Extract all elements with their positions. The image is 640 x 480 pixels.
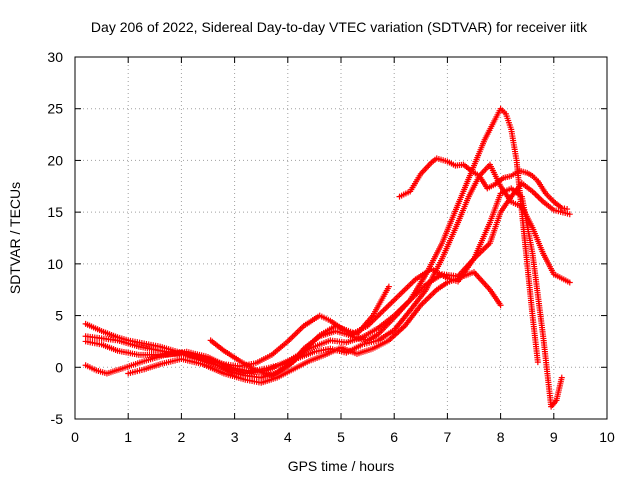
series-track-f	[82, 105, 541, 381]
series-track-c	[82, 161, 573, 377]
chart-title: Day 206 of 2022, Sidereal Day-to-day VTE…	[91, 19, 588, 35]
series-line	[127, 271, 502, 384]
y-tick-label: 30	[47, 49, 63, 65]
axis-ticks	[74, 56, 608, 420]
grid-lines	[75, 57, 607, 419]
x-tick-label: 5	[337, 429, 345, 445]
x-axis-label: GPS time / hours	[288, 458, 395, 474]
x-tick-label: 0	[71, 429, 79, 445]
y-axis-label: SDTVAR / TECUs	[7, 182, 23, 294]
x-tick-label: 7	[444, 429, 452, 445]
data-point	[534, 359, 541, 366]
series-track-g	[396, 155, 571, 213]
series-track-d	[125, 269, 504, 386]
series-track-a	[82, 185, 565, 410]
data-point	[564, 206, 571, 213]
y-tick-labels: -5 0 5 10 15 20 25 30	[47, 49, 63, 427]
x-tick-label: 6	[390, 429, 398, 445]
data-point	[497, 302, 504, 309]
series-group	[82, 105, 573, 410]
x-tick-label: 3	[231, 429, 239, 445]
x-tick-label: 1	[124, 429, 132, 445]
data-point	[558, 374, 565, 381]
y-tick-label: 25	[47, 101, 63, 117]
y-tick-label: 15	[47, 204, 63, 220]
x-tick-label: 10	[599, 429, 615, 445]
y-tick-label: 10	[47, 256, 63, 272]
x-tick-label: 2	[178, 429, 186, 445]
data-point	[385, 283, 392, 290]
data-point	[566, 279, 573, 286]
series-line	[85, 107, 539, 379]
x-tick-label: 9	[550, 429, 558, 445]
x-tick-label: 4	[284, 429, 292, 445]
y-tick-label: -5	[51, 411, 64, 427]
x-tick-labels: 0 1 2 3 4 5 6 7 8 9 10	[71, 429, 615, 445]
y-tick-label: 5	[55, 308, 63, 324]
data-point	[566, 211, 573, 218]
x-tick-label: 8	[497, 429, 505, 445]
y-tick-label: 0	[55, 359, 63, 375]
y-tick-label: 20	[47, 152, 63, 168]
